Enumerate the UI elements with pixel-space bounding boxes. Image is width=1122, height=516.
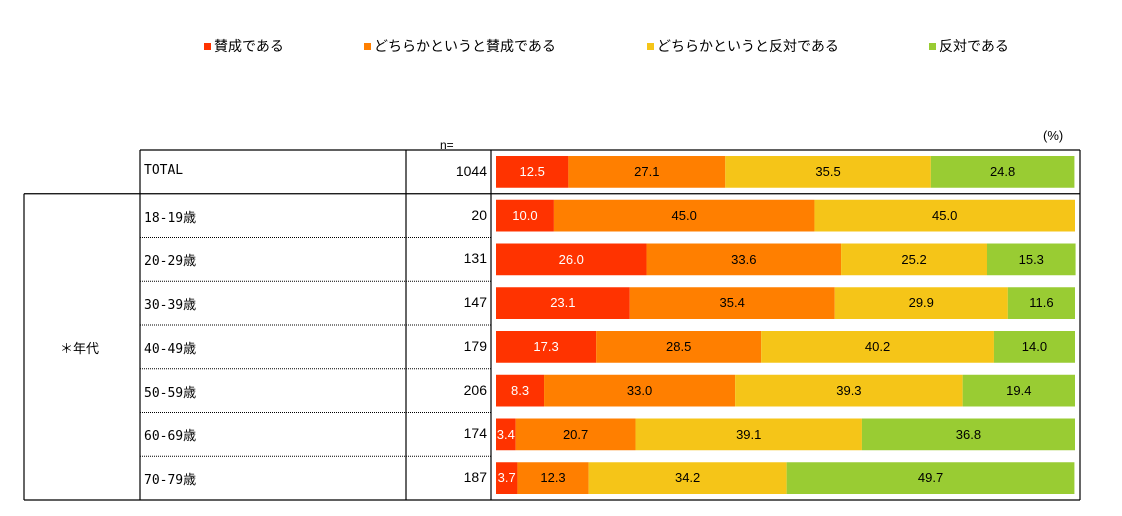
row-n: 174: [463, 425, 487, 442]
bar-segment: [635, 418, 862, 451]
unit-label: (%): [1043, 128, 1064, 143]
bar-segment: [986, 243, 1076, 276]
bar-segment: [629, 287, 835, 319]
row-label: 20-29歳: [144, 254, 197, 270]
legend-swatch-somewhat-agree: [364, 42, 371, 50]
bar-segment: [517, 462, 589, 494]
bar-segment: [841, 243, 987, 276]
row-n: 187: [463, 469, 487, 486]
bar-value-label: 49.7: [917, 470, 944, 486]
row-label: 50-59歳: [144, 385, 197, 401]
bar-segment: [596, 331, 762, 363]
bar-segment: [993, 331, 1075, 363]
legend-item-disagree: 反対である: [929, 36, 1009, 56]
bar-value-label: 15.3: [1018, 251, 1044, 267]
bar-segment: [861, 418, 1075, 451]
row-n: 179: [463, 337, 487, 354]
bar-value-label: 19.4: [1006, 382, 1032, 398]
bar-value-label: 3.7: [497, 470, 516, 486]
bar-segment: [496, 243, 647, 276]
bar-value-label: 10.0: [512, 207, 538, 223]
bar-segment: [588, 462, 787, 494]
group-label: ＊年代: [60, 341, 100, 357]
row-label: 70-79歳: [144, 473, 197, 489]
bar-value-label: 27.1: [634, 164, 660, 179]
bar-value-label: 17.3: [533, 339, 559, 354]
bar-segment: [761, 331, 994, 363]
legend-label-agree: 賛成である: [214, 39, 284, 55]
legend-label-disagree: 反対である: [939, 39, 1009, 55]
bar-value-label: 35.5: [815, 164, 841, 179]
bar-value-label: 24.8: [989, 164, 1016, 179]
bar-value-label: 8.3: [510, 382, 530, 398]
bar-segment: [568, 156, 726, 188]
bar-value-label: 45.0: [671, 207, 697, 223]
bar-value-label: 23.1: [550, 295, 576, 311]
bar-segment: [496, 331, 597, 363]
bar-value-label: 11.6: [1029, 295, 1054, 311]
row-n: 131: [463, 250, 487, 267]
n-header: n=: [440, 138, 454, 152]
legend-label-somewhat-agree: どちらかというと賛成である: [374, 39, 556, 55]
row-label: 60-69歳: [144, 429, 197, 445]
legend-swatch-agree: [204, 42, 211, 50]
bar-segment: [786, 462, 1075, 494]
bar-segment: [544, 374, 736, 407]
row-n: 206: [463, 381, 487, 398]
legend: 賛成である どちらかというと賛成である どちらかというと反対である 反対である: [0, 36, 1122, 56]
legend-item-somewhat-agree: どちらかというと賛成である: [364, 36, 556, 56]
row-label: 18-19歳: [144, 210, 197, 226]
bar-value-label: 3.4: [496, 426, 515, 442]
bar-value-label: 29.9: [908, 295, 934, 311]
bar-value-label: 34.2: [674, 470, 701, 486]
bar-value-label: 40.2: [864, 339, 891, 354]
legend-swatch-somewhat-disagree: [647, 42, 654, 50]
bar-segment: [1007, 287, 1075, 319]
bar-value-label: 12.5: [519, 164, 545, 179]
bar-value-label: 14.0: [1021, 339, 1048, 354]
row-label: 30-39歳: [144, 298, 197, 314]
legend-item-somewhat-disagree: どちらかというと反対である: [647, 36, 839, 56]
row-n: 20: [471, 206, 487, 223]
bar-value-label: 33.0: [626, 382, 653, 398]
bar-value-label: 25.2: [901, 251, 927, 267]
bar-value-label: 28.5: [666, 339, 692, 354]
bar-value-label: 35.4: [719, 295, 745, 311]
bar-segment: [496, 156, 569, 188]
bar-value-label: 36.8: [955, 426, 982, 442]
bar-segment: [553, 199, 815, 232]
bar-segment: [962, 374, 1075, 407]
bar-segment: [834, 287, 1008, 319]
legend-item-agree: 賛成である: [204, 36, 284, 56]
bar-value-label: 12.3: [540, 470, 566, 486]
bar-segment: [496, 374, 545, 407]
bar-segment: [930, 156, 1075, 188]
bar-value-label: 45.0: [932, 207, 958, 223]
legend-swatch-disagree: [929, 42, 936, 50]
row-n: 147: [463, 294, 487, 311]
bar-segment: [515, 418, 636, 451]
bar-segment: [496, 199, 554, 232]
bar-value-label: 26.0: [558, 251, 584, 267]
bar-value-label: 33.6: [731, 251, 757, 267]
bar-segment: [496, 418, 516, 451]
row-n: 1044: [455, 162, 487, 179]
bar-segment: [814, 199, 1075, 232]
bar-value-label: 39.1: [736, 426, 762, 442]
bar-segment: [496, 287, 630, 319]
legend-label-somewhat-disagree: どちらかというと反対である: [657, 39, 839, 55]
bar-value-label: 20.7: [562, 426, 589, 442]
bar-segment: [725, 156, 931, 188]
row-label: TOTAL: [144, 162, 184, 178]
bar-segment: [735, 374, 963, 407]
bar-segment: [646, 243, 842, 276]
row-label: 40-49歳: [144, 341, 197, 357]
bar-segment: [496, 462, 518, 494]
bar-value-label: 39.3: [836, 382, 862, 398]
